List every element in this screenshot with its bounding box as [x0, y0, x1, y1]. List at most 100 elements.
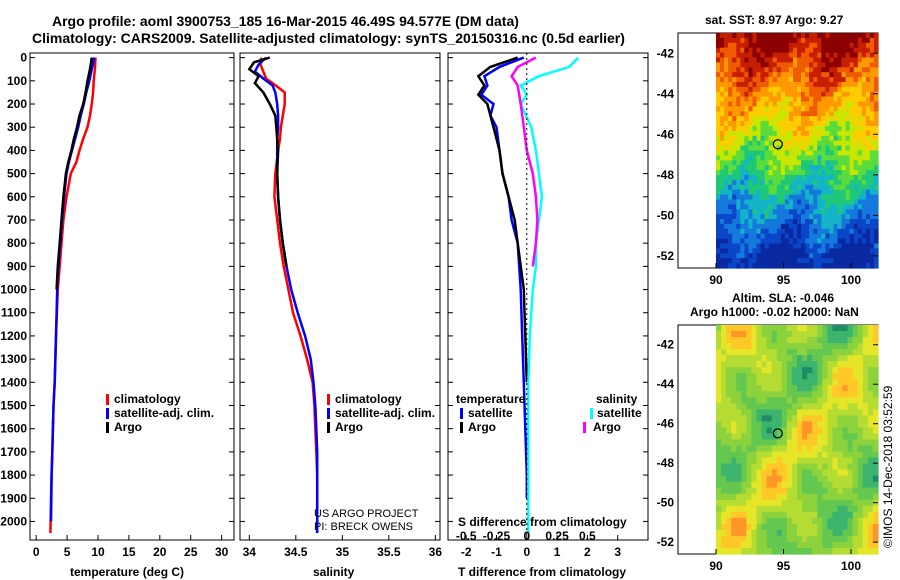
map-cell — [861, 111, 867, 117]
map-cell — [813, 86, 818, 93]
map-cell — [752, 145, 758, 152]
map-cell — [852, 361, 859, 368]
map-cell — [736, 135, 741, 142]
map-cell — [865, 204, 871, 210]
map-cell — [788, 179, 794, 186]
map-cell — [756, 469, 763, 477]
map-cell — [781, 499, 788, 507]
map-cell — [853, 82, 859, 88]
map-cell — [732, 223, 737, 230]
map-cell — [845, 106, 851, 112]
map-cell — [829, 67, 834, 73]
map-cell — [772, 189, 778, 196]
map-cell — [872, 427, 879, 434]
map-cell — [829, 155, 834, 161]
map-cell — [741, 469, 747, 477]
map-cell — [751, 325, 758, 332]
map-cell — [807, 373, 813, 380]
map-cell — [724, 52, 729, 59]
map-cell — [764, 86, 770, 93]
map-cell — [720, 126, 725, 132]
map-cell — [761, 445, 768, 453]
map-cell — [862, 511, 869, 519]
lat-tick-label: -48 — [657, 168, 675, 182]
map-cell — [724, 238, 729, 245]
map-cell — [857, 505, 864, 513]
map-cell — [813, 223, 818, 230]
map-cell — [716, 337, 722, 344]
map-cell — [865, 189, 871, 196]
map-cell — [832, 481, 839, 489]
map-cell — [732, 86, 737, 93]
map-cell — [720, 189, 725, 196]
map-cell — [865, 214, 871, 220]
map-cell — [764, 209, 770, 215]
map-cell — [817, 160, 822, 166]
map-cell — [721, 541, 727, 549]
map-cell — [776, 179, 782, 186]
x-tick-label: 0 — [33, 545, 40, 559]
map-cell — [740, 194, 745, 201]
series-line-argo — [55, 57, 94, 290]
map-cell — [852, 343, 859, 350]
map-cell — [861, 72, 867, 78]
map-cell — [716, 481, 722, 489]
y-tick-label: 1100 — [1, 306, 27, 320]
map-cell — [817, 421, 823, 428]
map-cell — [791, 541, 798, 549]
map-cell — [825, 175, 830, 181]
map-cell — [837, 199, 843, 205]
map-cell — [793, 130, 798, 137]
map-cell — [809, 37, 814, 44]
map-cell — [772, 175, 778, 181]
map-cell — [756, 481, 763, 489]
map-cell — [751, 355, 758, 362]
map-cell — [793, 214, 798, 220]
map-cell — [829, 233, 834, 240]
map-cell — [781, 475, 788, 483]
map-cell — [822, 541, 828, 549]
map-cell — [721, 499, 727, 507]
map-cell — [728, 199, 733, 205]
map-cell — [853, 194, 859, 201]
map-cell — [865, 96, 871, 103]
map-cell — [772, 101, 778, 107]
map-cell — [740, 184, 745, 191]
map-cell — [797, 517, 803, 525]
map-cell — [772, 77, 778, 83]
map-cell — [827, 349, 834, 356]
map-cell — [825, 233, 830, 240]
map-cell — [805, 67, 810, 73]
map-cell — [852, 355, 859, 362]
map-cell — [740, 96, 745, 103]
map-cell — [802, 481, 808, 489]
argo-position-marker — [772, 428, 783, 439]
map-cell — [837, 403, 844, 410]
map-cell — [748, 175, 753, 181]
map-cell — [822, 457, 828, 465]
map-cell — [720, 130, 725, 137]
map-cell — [872, 517, 879, 525]
map-cell — [716, 116, 721, 122]
map-cell — [786, 349, 793, 356]
map-cell — [736, 248, 741, 254]
map-cell — [728, 72, 733, 78]
map-cell — [721, 409, 727, 416]
map-cell — [797, 126, 802, 132]
map-cell — [716, 62, 721, 68]
map-cell — [764, 253, 770, 259]
map-cell — [726, 391, 732, 398]
y-tick-label: 900 — [7, 259, 27, 273]
map-cell — [772, 170, 778, 176]
map-cell — [801, 47, 806, 54]
map-cell — [732, 160, 737, 166]
map-cell — [797, 96, 802, 103]
map-cell — [728, 214, 733, 220]
map-cell — [793, 106, 798, 112]
map-cell — [853, 72, 859, 78]
map-cell — [833, 175, 839, 181]
map-cell — [761, 403, 768, 410]
map-cell — [724, 170, 729, 176]
map-cell — [736, 391, 742, 398]
map-cell — [821, 214, 826, 220]
